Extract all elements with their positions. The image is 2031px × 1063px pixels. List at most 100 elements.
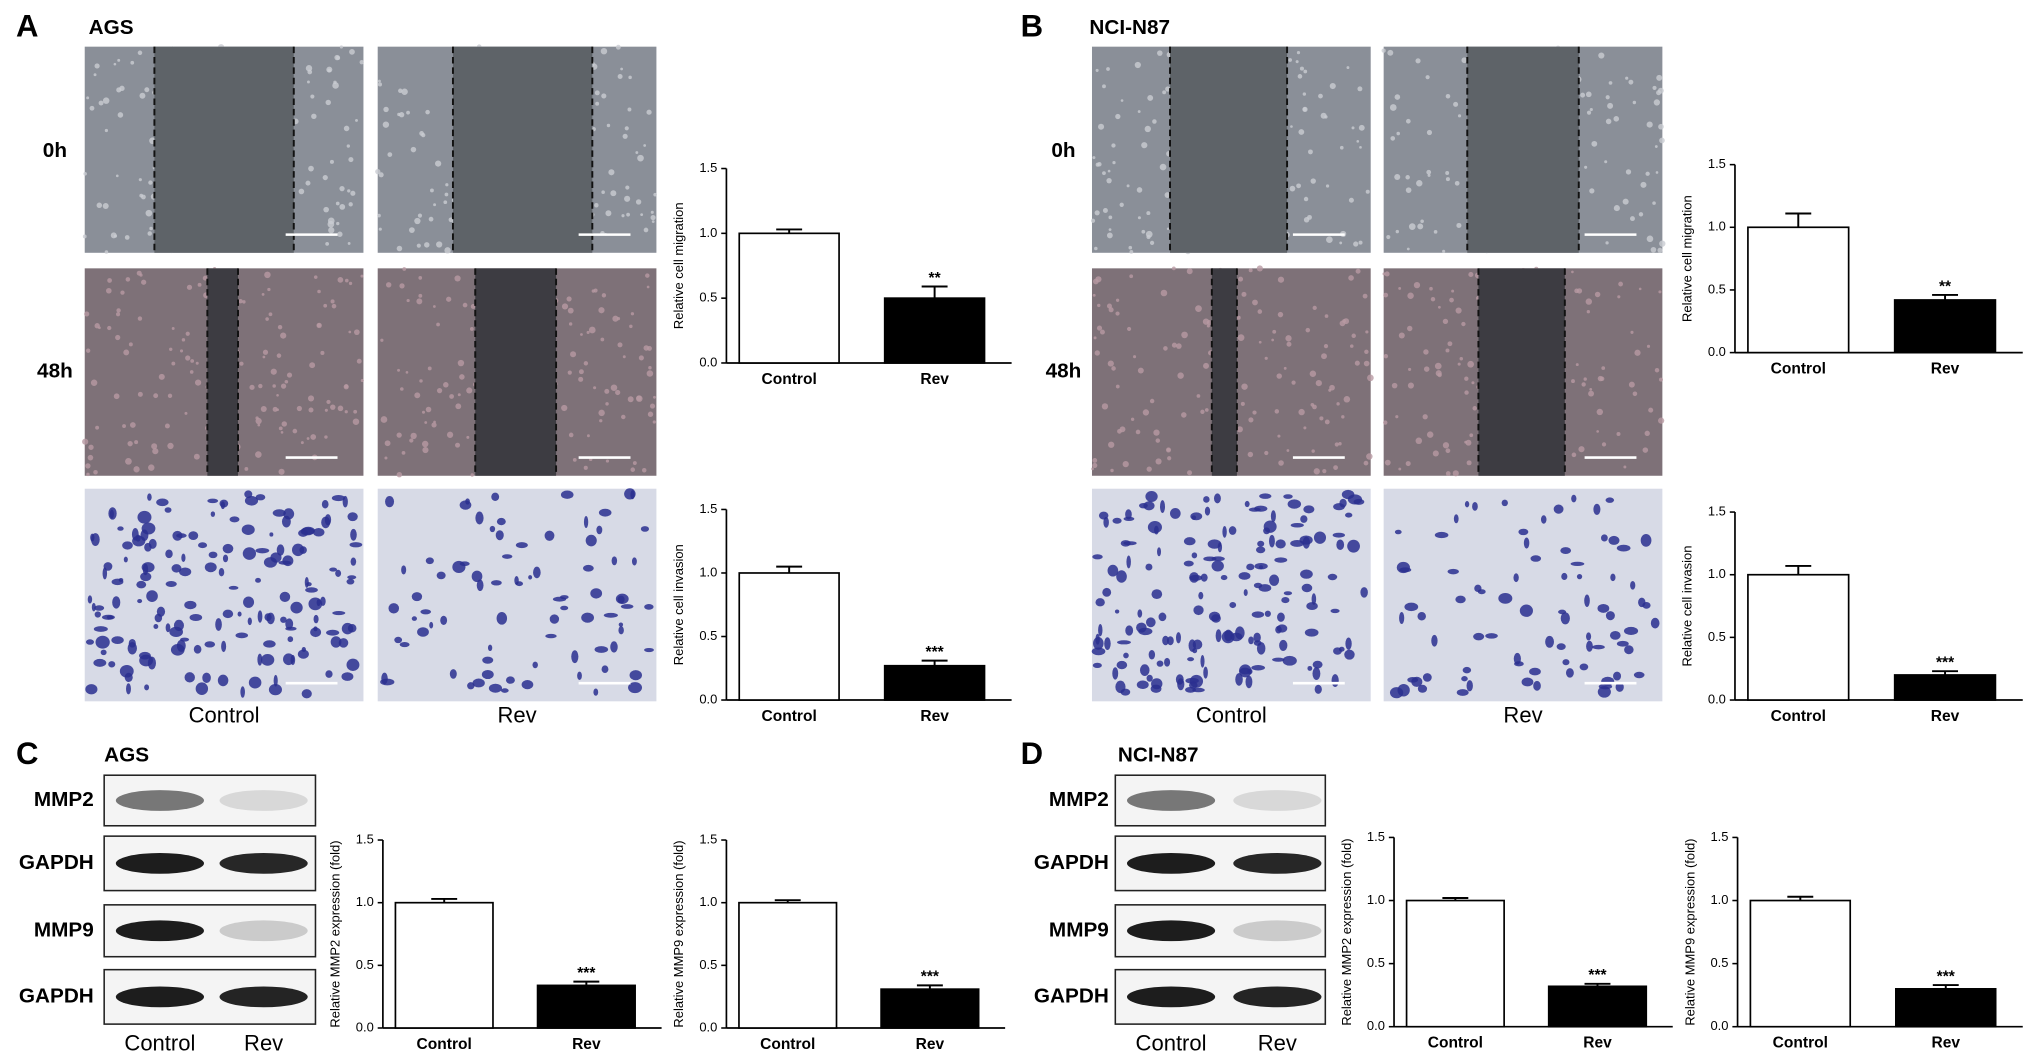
cell bbox=[1155, 438, 1161, 443]
cell bbox=[324, 435, 328, 439]
cell bbox=[625, 185, 630, 190]
bar-chart: 0.0 0.5 1.0 1.5 Control *** Rev Relative MMP9 e… bbox=[1682, 829, 2023, 1052]
cell bbox=[1238, 276, 1244, 282]
stained-cell bbox=[222, 609, 234, 619]
cell bbox=[1303, 217, 1310, 223]
blot-strip bbox=[1114, 835, 1327, 892]
cell bbox=[1137, 216, 1141, 220]
stained-cell bbox=[127, 642, 137, 655]
stained-cell bbox=[644, 647, 654, 653]
stained-cell bbox=[1259, 565, 1263, 570]
cell bbox=[327, 68, 332, 73]
cell bbox=[1356, 140, 1360, 143]
stained-cell bbox=[1103, 516, 1109, 528]
blot-strip bbox=[103, 835, 317, 892]
cell bbox=[567, 370, 572, 375]
stained-cell bbox=[313, 614, 319, 624]
y-tick-label: 0.0 bbox=[1708, 344, 1726, 359]
cell bbox=[646, 285, 650, 289]
stained-cell bbox=[285, 618, 294, 630]
cell bbox=[292, 428, 298, 434]
membrane bbox=[84, 488, 364, 702]
stained-cell bbox=[440, 615, 448, 626]
stained-cell bbox=[1158, 612, 1167, 622]
cell bbox=[1658, 290, 1662, 294]
stained-cell bbox=[560, 490, 574, 499]
cell bbox=[1589, 387, 1593, 391]
cell bbox=[1200, 409, 1205, 414]
cell bbox=[570, 351, 577, 358]
stained-cell bbox=[420, 609, 432, 615]
cell bbox=[1288, 58, 1292, 62]
stained-cell bbox=[482, 656, 494, 664]
column-label: Control bbox=[1196, 703, 1267, 728]
time-label: 0h bbox=[1051, 139, 1075, 162]
stained-cell bbox=[1630, 580, 1636, 590]
stained-cell bbox=[139, 651, 151, 660]
stained-cell bbox=[273, 674, 278, 687]
stained-cell bbox=[1200, 573, 1208, 582]
cell bbox=[242, 300, 246, 304]
stained-cell bbox=[106, 615, 114, 620]
cell bbox=[1365, 330, 1369, 334]
cell bbox=[1155, 458, 1162, 465]
cell bbox=[185, 331, 190, 336]
cell bbox=[133, 466, 140, 473]
error-bar bbox=[1785, 564, 1812, 575]
bar bbox=[1747, 573, 1850, 701]
cell bbox=[164, 423, 170, 429]
cell-line-label: NCI-N87 bbox=[1118, 743, 1199, 766]
cell bbox=[1464, 390, 1469, 395]
cell bbox=[610, 190, 617, 197]
stained-cell bbox=[1248, 507, 1261, 512]
cell bbox=[1106, 67, 1110, 71]
y-axis-label: Relative cell invasion bbox=[671, 544, 686, 665]
y-tick-label: 1.5 bbox=[699, 831, 717, 846]
stained-cell bbox=[1160, 500, 1166, 514]
cell bbox=[406, 110, 410, 115]
cell bbox=[261, 292, 265, 296]
stained-cell bbox=[248, 676, 262, 689]
cell bbox=[1303, 196, 1309, 202]
x-tick-label: Control bbox=[1428, 1035, 1483, 1052]
cell bbox=[194, 379, 202, 386]
y-tick-label: 1.0 bbox=[699, 564, 717, 579]
stained-cell bbox=[342, 495, 348, 508]
stained-cell bbox=[560, 595, 569, 600]
stained-cell bbox=[220, 501, 226, 510]
cell bbox=[284, 379, 289, 384]
stained-cell bbox=[532, 661, 538, 669]
y-axis-label: Relative cell migration bbox=[1680, 195, 1695, 322]
cell bbox=[325, 99, 331, 106]
stained-cell bbox=[1616, 640, 1629, 647]
cell bbox=[1093, 336, 1097, 340]
invasion-image bbox=[377, 488, 657, 702]
cell bbox=[123, 349, 130, 356]
stained-cell bbox=[1175, 674, 1184, 685]
stained-cell bbox=[1518, 528, 1529, 536]
cell bbox=[130, 60, 135, 65]
cell bbox=[606, 123, 611, 128]
cell bbox=[410, 432, 417, 440]
cell bbox=[1628, 79, 1634, 85]
cell bbox=[1654, 367, 1660, 373]
error-bar bbox=[1785, 212, 1812, 228]
cell bbox=[612, 315, 619, 322]
cell bbox=[1422, 414, 1428, 420]
stained-cell bbox=[184, 672, 195, 683]
cell bbox=[1608, 81, 1613, 85]
column-label: Control bbox=[1136, 1031, 1207, 1056]
error-bar bbox=[1932, 293, 1959, 300]
y-tick-label: 1.5 bbox=[699, 160, 717, 175]
y-tick-label: 1.5 bbox=[1367, 829, 1385, 844]
blot-label: MMP9 bbox=[1049, 918, 1109, 941]
cell bbox=[1264, 450, 1269, 456]
cell bbox=[636, 395, 643, 402]
stained-cell bbox=[1521, 677, 1534, 687]
stained-cell bbox=[1330, 608, 1340, 614]
stained-cell bbox=[1275, 539, 1286, 549]
cell bbox=[298, 188, 305, 195]
y-axis-label: Relative cell invasion bbox=[1680, 546, 1695, 667]
cell bbox=[446, 296, 452, 302]
cell bbox=[1157, 50, 1163, 56]
